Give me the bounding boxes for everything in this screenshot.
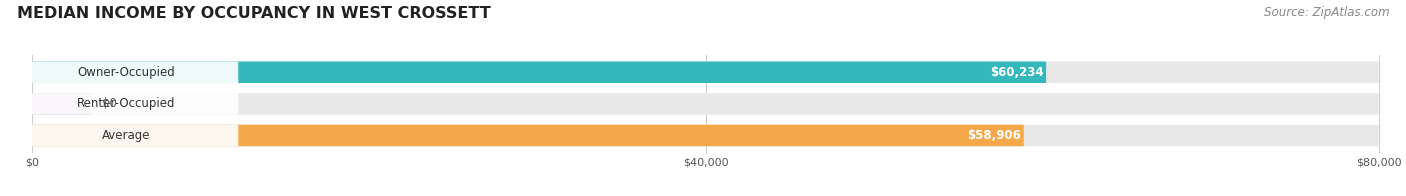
FancyBboxPatch shape: [32, 62, 1046, 83]
Text: $60,234: $60,234: [990, 66, 1043, 79]
Text: Average: Average: [103, 129, 150, 142]
FancyBboxPatch shape: [32, 62, 1379, 83]
Text: Owner-Occupied: Owner-Occupied: [77, 66, 176, 79]
Text: $58,906: $58,906: [967, 129, 1021, 142]
Text: Source: ZipAtlas.com: Source: ZipAtlas.com: [1264, 6, 1389, 19]
Text: Renter-Occupied: Renter-Occupied: [77, 97, 176, 110]
Text: MEDIAN INCOME BY OCCUPANCY IN WEST CROSSETT: MEDIAN INCOME BY OCCUPANCY IN WEST CROSS…: [17, 6, 491, 21]
FancyBboxPatch shape: [32, 93, 91, 115]
FancyBboxPatch shape: [32, 125, 1379, 146]
Text: $0: $0: [103, 97, 117, 110]
FancyBboxPatch shape: [30, 125, 238, 146]
FancyBboxPatch shape: [32, 93, 1379, 115]
FancyBboxPatch shape: [30, 93, 238, 115]
FancyBboxPatch shape: [32, 125, 1024, 146]
FancyBboxPatch shape: [30, 62, 238, 83]
